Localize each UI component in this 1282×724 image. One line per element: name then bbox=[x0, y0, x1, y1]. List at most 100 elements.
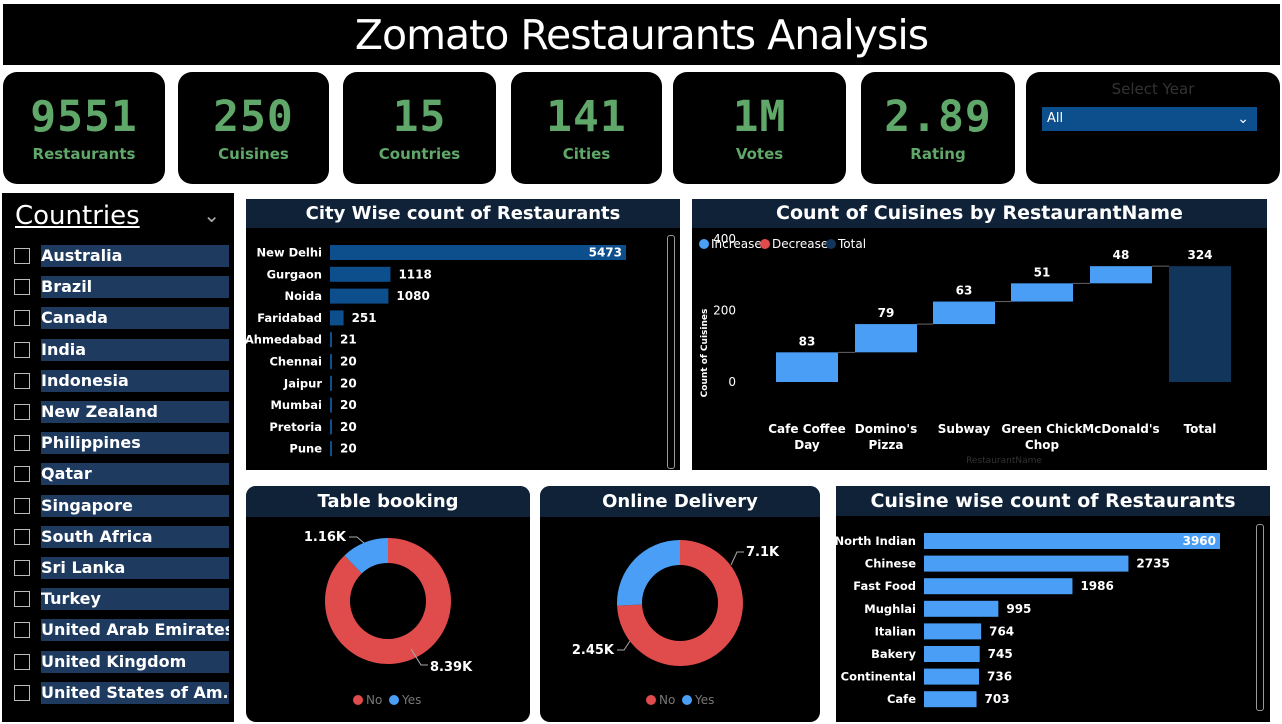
checkbox[interactable] bbox=[14, 310, 30, 327]
checkbox[interactable] bbox=[14, 248, 30, 264]
y-tick-label: 0 bbox=[728, 375, 736, 389]
waterfall-panel: Count of Cuisines by RestaurantName Incr… bbox=[692, 199, 1267, 470]
kpi-label: Rating bbox=[910, 145, 966, 163]
tick-label: Mughlai bbox=[864, 602, 916, 616]
checkbox[interactable] bbox=[14, 560, 30, 576]
bar bbox=[330, 266, 391, 282]
country-label: Brazil bbox=[41, 276, 229, 299]
data-label: 995 bbox=[1006, 602, 1031, 616]
waterfall-bar bbox=[1011, 283, 1073, 302]
scrollbar[interactable] bbox=[1256, 524, 1264, 711]
bar bbox=[924, 555, 1129, 572]
legend-label: Yes bbox=[694, 693, 714, 707]
country-item[interactable]: Philippines bbox=[14, 431, 229, 455]
leader-line bbox=[617, 640, 631, 651]
data-label: 8.39K bbox=[430, 660, 473, 675]
bar bbox=[330, 441, 332, 457]
bar bbox=[330, 397, 332, 413]
checkbox[interactable] bbox=[14, 497, 30, 514]
data-label: 51 bbox=[1034, 265, 1051, 279]
kpi-cuisines: 250 Cuisines bbox=[178, 72, 329, 184]
country-item[interactable]: Sri Lanka bbox=[14, 556, 229, 580]
countries-title: Countries bbox=[15, 201, 140, 231]
checkbox[interactable] bbox=[14, 435, 30, 452]
scrollbar[interactable] bbox=[667, 235, 675, 469]
tick-label: Cafe bbox=[887, 692, 916, 706]
bar bbox=[924, 578, 1073, 595]
x-tick-label: Green Chick bbox=[1001, 422, 1083, 436]
leader-line bbox=[730, 551, 744, 566]
bar bbox=[330, 419, 332, 435]
tick-label: Mumbai bbox=[270, 398, 322, 412]
donut-slice bbox=[325, 538, 451, 664]
kpi-label: Votes bbox=[735, 145, 784, 163]
data-label: 79 bbox=[878, 306, 895, 320]
table-booking-chart: 8.39K 1.16K No Yes bbox=[304, 530, 473, 707]
data-label: 7.1K bbox=[746, 545, 780, 560]
legend-label: Increase bbox=[711, 237, 762, 251]
checkbox[interactable] bbox=[14, 684, 30, 701]
country-label: Sri Lanka bbox=[41, 557, 229, 579]
country-item[interactable]: Canada bbox=[14, 306, 229, 330]
y-tick-label: 400 bbox=[713, 232, 736, 246]
y-tick-label: 200 bbox=[713, 304, 736, 318]
kpi-value: 2.89 bbox=[884, 92, 992, 142]
chevron-down-icon[interactable]: ⌄ bbox=[203, 203, 220, 227]
leader-line bbox=[410, 648, 428, 666]
donut-slice bbox=[617, 540, 743, 666]
country-label: South Africa bbox=[41, 525, 229, 548]
city-chart: New Delhi 5473 Gurgaon 1118 Noida 1080 Faridab… bbox=[246, 245, 626, 457]
checkbox[interactable] bbox=[14, 653, 30, 670]
checkbox[interactable] bbox=[14, 279, 30, 296]
country-item[interactable]: United Arab Emirates bbox=[14, 618, 229, 642]
data-label: 703 bbox=[985, 692, 1010, 706]
country-label: Turkey bbox=[41, 588, 229, 611]
data-label: 20 bbox=[340, 398, 357, 412]
tick-label: Fast Food bbox=[853, 579, 916, 593]
country-item[interactable]: Qatar bbox=[14, 462, 229, 486]
page-title: Zomato Restaurants Analysis bbox=[3, 4, 1280, 65]
country-item[interactable]: New Zealand bbox=[14, 400, 229, 424]
checkbox[interactable] bbox=[14, 528, 30, 545]
x-tick-label: Day bbox=[794, 438, 820, 452]
bar bbox=[924, 600, 999, 617]
checkbox[interactable] bbox=[14, 341, 30, 358]
x-axis-label: RestaurantName bbox=[966, 456, 1042, 466]
y-axis-label: Count of Cuisines bbox=[700, 309, 710, 398]
country-item[interactable]: Singapore bbox=[14, 494, 229, 518]
country-item[interactable]: South Africa bbox=[14, 525, 229, 549]
bar bbox=[924, 691, 977, 708]
country-item[interactable]: Australia bbox=[14, 244, 229, 268]
country-item[interactable]: United Kingdom bbox=[14, 650, 229, 674]
cuisine-chart: North Indian 3960 Chinese 2735 Fast Food 1986… bbox=[836, 533, 1220, 708]
data-label: 2.45K bbox=[572, 643, 615, 658]
country-item[interactable]: Brazil bbox=[14, 275, 229, 299]
year-dropdown[interactable]: All ⌄ bbox=[1042, 107, 1257, 131]
city-chart-panel: City Wise count of Restaurants New Delhi… bbox=[246, 199, 680, 470]
checkbox[interactable] bbox=[14, 372, 30, 389]
tick-label: Faridabad bbox=[257, 311, 322, 325]
table-booking-panel: Table booking 8.39K 1.16K No Yes bbox=[246, 486, 530, 722]
tick-label: Bakery bbox=[871, 647, 916, 661]
kpi-votes: 1M Votes bbox=[673, 72, 846, 184]
x-tick-label: McDonald's bbox=[1082, 422, 1159, 436]
country-item[interactable]: Turkey bbox=[14, 587, 229, 611]
data-label: 745 bbox=[988, 647, 1013, 661]
data-label: 20 bbox=[340, 420, 357, 434]
country-item[interactable]: India bbox=[14, 338, 229, 362]
data-label: 736 bbox=[987, 670, 1012, 684]
data-label: 20 bbox=[340, 442, 357, 456]
checkbox[interactable] bbox=[14, 591, 30, 608]
country-label: Indonesia bbox=[41, 369, 229, 392]
year-slicer: Select Year All ⌄ bbox=[1026, 72, 1280, 184]
checkbox[interactable] bbox=[14, 404, 30, 420]
country-item[interactable]: United States of Am... bbox=[14, 681, 229, 705]
bar bbox=[330, 375, 332, 391]
country-item[interactable]: Indonesia bbox=[14, 369, 229, 393]
checkbox[interactable] bbox=[14, 622, 30, 639]
tick-label: Pune bbox=[289, 442, 322, 456]
data-label: 20 bbox=[340, 376, 357, 390]
kpi-label: Restaurants bbox=[32, 145, 136, 163]
checkbox[interactable] bbox=[14, 466, 30, 483]
bar bbox=[330, 288, 389, 304]
